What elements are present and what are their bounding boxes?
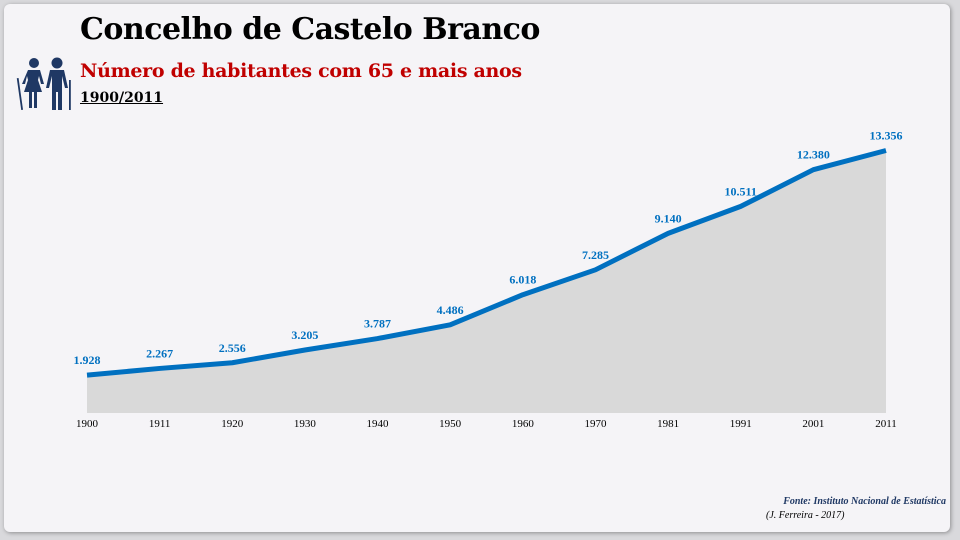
x-tick-label: 1950	[439, 418, 462, 430]
x-tick-label: 1940	[367, 418, 390, 430]
x-tick-label: 1981	[657, 418, 679, 430]
data-label: 1.928	[74, 353, 101, 367]
x-tick-label: 1900	[76, 418, 99, 430]
elderly-couple-icon	[16, 57, 71, 110]
page-title: Concelho de Castelo Branco	[80, 12, 540, 47]
data-label: 3.787	[364, 317, 391, 331]
data-label: 7.285	[582, 248, 609, 262]
x-tick-label: 2011	[875, 418, 897, 430]
data-label: 12.380	[797, 148, 830, 162]
x-tick-label: 1991	[730, 418, 752, 430]
x-tick-label: 1911	[149, 418, 171, 430]
x-tick-label: 1960	[512, 418, 535, 430]
area-fill	[87, 150, 886, 413]
source-note: Fonte: Instituto Nacional de Estatística	[783, 496, 946, 507]
author-note: (J. Ferreira - 2017)	[766, 510, 845, 521]
x-tick-label: 1920	[221, 418, 244, 430]
data-label: 2.556	[219, 341, 246, 355]
data-label: 13.356	[870, 128, 903, 142]
x-tick-label: 2001	[802, 418, 824, 430]
data-label: 2.267	[146, 346, 173, 360]
data-label: 3.205	[291, 328, 318, 342]
data-label: 9.140	[655, 211, 682, 225]
data-label: 6.018	[509, 273, 536, 287]
series-line	[86, 148, 887, 378]
x-tick-label: 1930	[294, 418, 317, 430]
page-subtitle: Número de habitantes com 65 e mais anos	[80, 60, 522, 82]
data-label: 10.511	[725, 184, 757, 198]
data-label: 4.486	[437, 303, 464, 317]
period-label: 1900/2011	[80, 90, 164, 106]
x-tick-label: 1970	[584, 418, 607, 430]
